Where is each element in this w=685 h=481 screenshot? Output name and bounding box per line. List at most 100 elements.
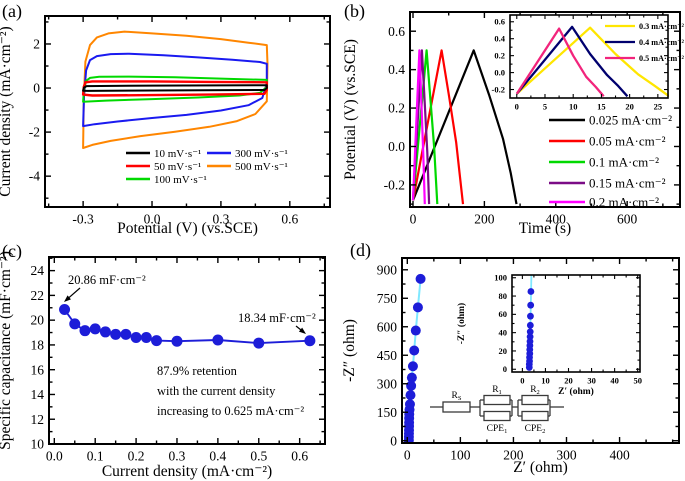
svg-text:100: 100	[494, 273, 507, 283]
svg-text:750: 750	[377, 291, 398, 306]
svg-text:30: 30	[587, 376, 596, 386]
svg-text:0: 0	[515, 102, 519, 112]
d-inset-series	[525, 274, 535, 371]
svg-text:0.1: 0.1	[87, 449, 104, 464]
svg-text:0.3: 0.3	[169, 449, 186, 464]
svg-text:0.3: 0.3	[212, 212, 229, 227]
svg-text:16: 16	[31, 362, 45, 377]
svg-text:400: 400	[546, 212, 567, 227]
svg-text:22: 22	[31, 288, 45, 303]
svg-text:20: 20	[499, 346, 508, 356]
nyquist-inset-points	[525, 288, 535, 371]
svg-text:0.0: 0.0	[494, 67, 505, 77]
nyquist	[403, 273, 426, 444]
c-frame	[48, 256, 326, 445]
svg-text:-0.3: -0.3	[72, 212, 94, 227]
panel-c: 0.0 0.1 0.2 0.3 0.4 0.5 0.6 10 12 14 16 18 20 22 24 Cur…	[0, 240, 342, 481]
annotation: increasing to 0.625 mA·cm⁻²	[157, 404, 304, 418]
annotation: with the current density	[157, 384, 276, 398]
b-legend: 0.025 mA·cm⁻² 0.05 mA·cm⁻² 0.1 mA·cm⁻² 0.15…	[549, 113, 672, 210]
svg-text:-Z″ (ohm): -Z″ (ohm)	[456, 303, 467, 344]
svg-text:0.4: 0.4	[388, 62, 405, 77]
svg-text:R2: R2	[530, 385, 540, 396]
svg-text:0.4 mA·cm⁻²: 0.4 mA·cm⁻²	[639, 38, 685, 47]
svg-text:15: 15	[597, 102, 606, 112]
b-inset-axes: 0 5 10 15 20 25 -0.2 0.0 0.2 0.4 0.6	[492, 15, 668, 112]
svg-text:100: 100	[450, 448, 471, 463]
svg-text:40: 40	[499, 328, 508, 338]
svg-text:0.0: 0.0	[46, 449, 63, 464]
svg-text:-Z″ (ohm): -Z″ (ohm)	[342, 319, 358, 382]
svg-text:0.025 mA·cm⁻²: 0.025 mA·cm⁻²	[589, 113, 672, 128]
svg-text:0: 0	[390, 433, 397, 448]
svg-text:increasing to 0.625 mA·cm⁻²: increasing to 0.625 mA·cm⁻²	[157, 404, 304, 418]
svg-text:0.6: 0.6	[388, 24, 405, 39]
svg-text:80: 80	[499, 291, 508, 301]
svg-text:20: 20	[625, 102, 634, 112]
cv-50mVs	[81, 80, 268, 97]
svg-text:0.0: 0.0	[388, 139, 405, 154]
svg-text:-2: -2	[29, 125, 40, 140]
gcd-0.2	[411, 49, 426, 205]
capacitance-vs-current	[59, 304, 316, 349]
svg-text:Current density (mA·cm⁻²): Current density (mA·cm⁻²)	[0, 26, 14, 196]
svg-text:24: 24	[31, 263, 45, 278]
svg-text:0.4: 0.4	[494, 34, 505, 44]
svg-text:150: 150	[377, 405, 398, 420]
svg-text:Time (s): Time (s)	[519, 220, 571, 237]
b-inset-legend: 0.3 mA·cm⁻² 0.4 mA·cm⁻² 0.5 mA·cm⁻²	[605, 22, 685, 63]
c-series	[59, 304, 316, 349]
panel-c-label: (c)	[2, 241, 22, 261]
b-inset-frame	[509, 14, 669, 99]
panel-a-label: (a)	[2, 1, 22, 21]
svg-text:0.5 mA·cm⁻²: 0.5 mA·cm⁻²	[639, 54, 685, 63]
svg-text:-0.2: -0.2	[384, 177, 405, 192]
svg-text:300 mV·s⁻¹: 300 mV·s⁻¹	[235, 148, 288, 160]
svg-text:450: 450	[377, 348, 398, 363]
svg-text:0.2: 0.2	[388, 101, 405, 116]
equivalent-circuit: RS R1 CPE1 R2 CPE2	[430, 385, 564, 435]
svg-text:900: 900	[377, 262, 398, 277]
svg-text:-0.2: -0.2	[492, 84, 505, 94]
svg-text:0.1 mA·cm⁻²: 0.1 mA·cm⁻²	[589, 155, 659, 170]
svg-text:Potential (V) (vs.SCE): Potential (V) (vs.SCE)	[117, 220, 258, 237]
svg-text:20: 20	[564, 376, 573, 386]
svg-text:600: 600	[377, 319, 398, 334]
svg-text:20.86 mF·cm⁻²: 20.86 mF·cm⁻²	[68, 273, 146, 287]
cv-100mVs	[82, 75, 268, 103]
panel-d: 0 100 200 300 400 0 150 300 450 600 750 900 Z′ (ohm)…	[342, 240, 685, 481]
svg-text:50: 50	[633, 376, 642, 386]
annotation	[295, 325, 306, 334]
svg-text:0.2 mA·cm⁻²: 0.2 mA·cm⁻²	[589, 195, 659, 210]
a-series	[81, 30, 269, 149]
annotation: 18.34 mF·cm⁻²	[238, 311, 316, 325]
gcd-0.15	[411, 49, 431, 205]
svg-text:CPE2: CPE2	[525, 424, 546, 435]
svg-text:500 mV·s⁻¹: 500 mV·s⁻¹	[235, 161, 288, 173]
svg-text:0.0: 0.0	[144, 212, 161, 227]
annotation	[64, 287, 81, 302]
svg-text:300: 300	[377, 376, 398, 391]
svg-text:0.6: 0.6	[494, 17, 505, 27]
svg-text:10 mV·s⁻¹: 10 mV·s⁻¹	[154, 148, 201, 160]
svg-text:Z′ (ohm): Z′ (ohm)	[558, 386, 594, 397]
svg-text:200: 200	[474, 212, 495, 227]
svg-text:200: 200	[503, 448, 524, 463]
svg-text:0: 0	[503, 364, 507, 374]
svg-text:40: 40	[610, 376, 619, 386]
svg-text:18: 18	[31, 338, 45, 353]
svg-text:R1: R1	[492, 385, 502, 396]
panel-b-label: (b)	[344, 1, 365, 21]
svg-text:25: 25	[654, 102, 663, 112]
panel-a: -0.3 0.0 0.3 0.6 -4 -2 0 2 Potential (V) (vs.SCE…	[0, 0, 342, 240]
a-frame	[44, 15, 331, 208]
gcd-0.025	[411, 49, 518, 205]
svg-text:0.2: 0.2	[128, 449, 145, 464]
b-inset-series	[515, 25, 669, 98]
svg-text:Specific capacitance (mF·cm⁻²): Specific capacitance (mF·cm⁻²)	[0, 251, 14, 450]
panel-c-chart: 0.0 0.1 0.2 0.3 0.4 0.5 0.6 10 12 14 16 18 20 22 24 Cur…	[0, 251, 326, 480]
gcd-0.5	[515, 27, 605, 98]
svg-text:300: 300	[556, 448, 577, 463]
